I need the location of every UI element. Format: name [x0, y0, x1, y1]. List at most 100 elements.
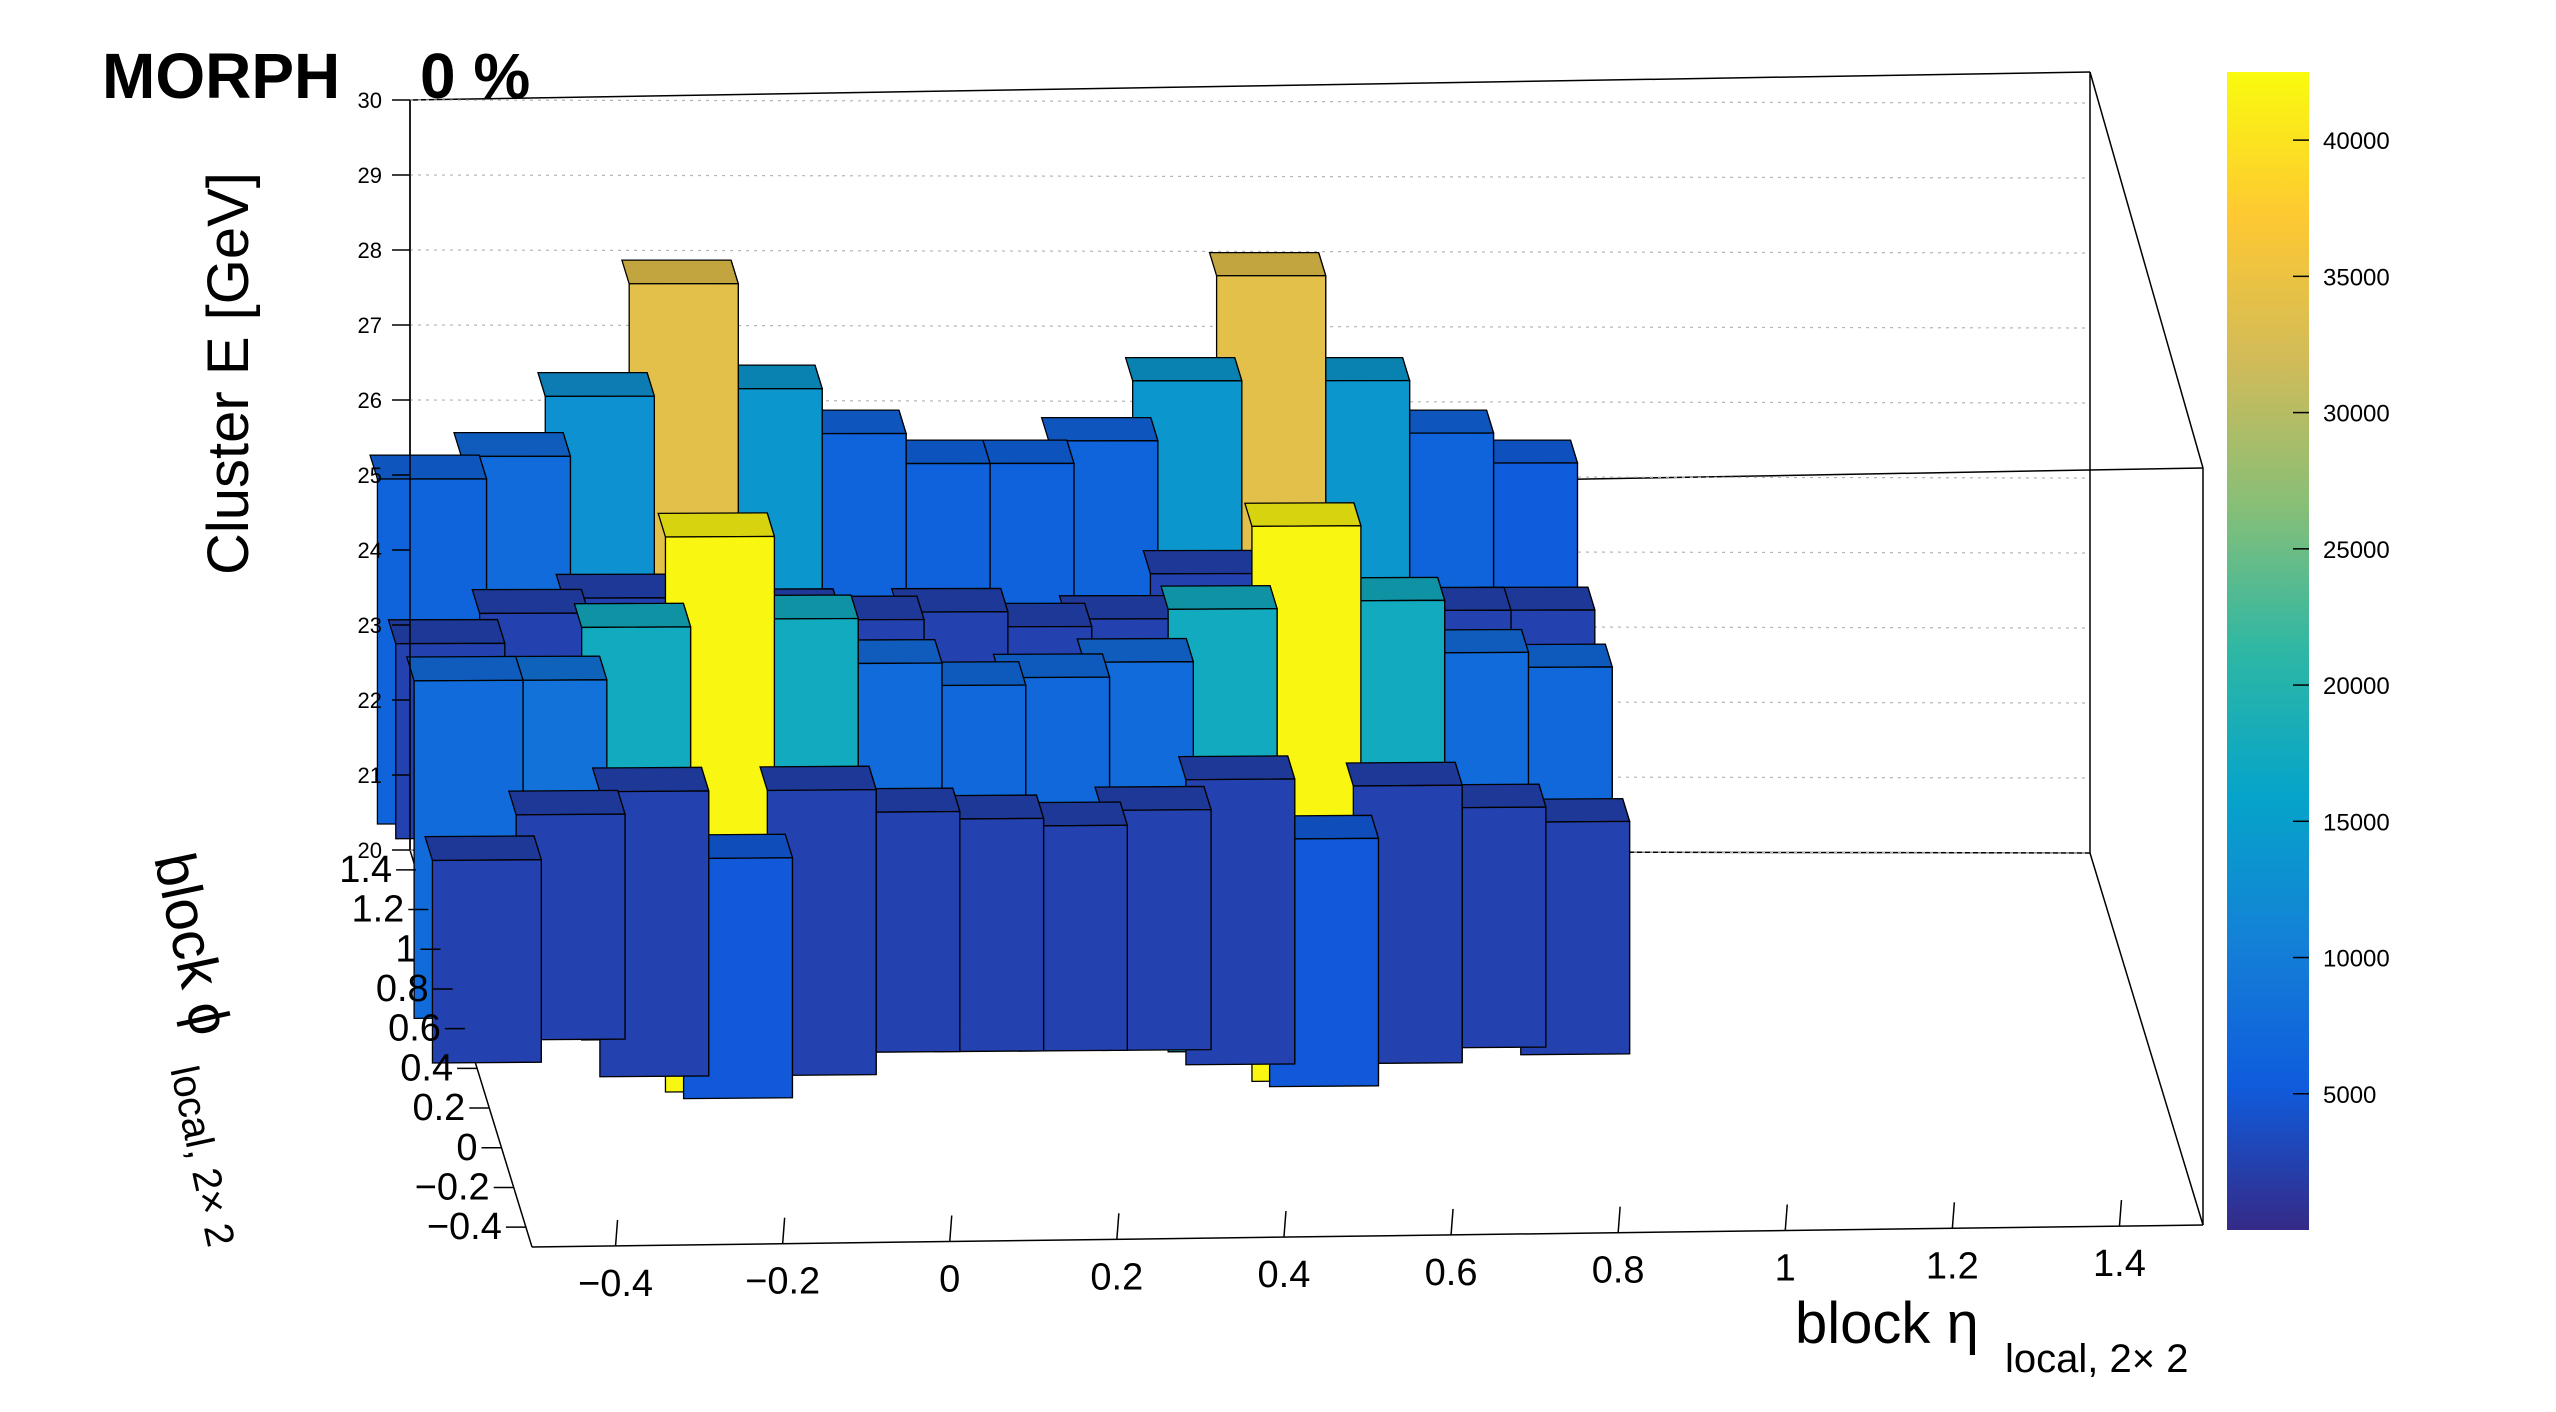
bar: [759, 765, 878, 1077]
y-axis: −0.4−0.200.20.40.60.811.21.4: [339, 849, 526, 1248]
z-tick-label: 24: [358, 538, 382, 563]
z-tick-label: 23: [358, 613, 382, 638]
bar-top: [424, 835, 543, 862]
x-tick-mark: [1450, 1208, 1454, 1235]
x-tick-label: 1: [1775, 1248, 1796, 1290]
colorbar: 5000 10000 15000 20000 25000 30000 35000 40000: [2227, 72, 2390, 1230]
bar: [1177, 755, 1296, 1066]
progress-label: 0 %: [420, 40, 530, 112]
x-tick-label: −0.2: [745, 1261, 820, 1303]
bar-top: [1124, 356, 1243, 382]
x-tick-label: 1.2: [1926, 1245, 1979, 1287]
bar-top: [387, 618, 506, 645]
bar-top: [1160, 584, 1278, 610]
x-tick-label: −0.4: [578, 1263, 653, 1305]
colorbar-gradient: [2227, 72, 2309, 1230]
bar-top: [471, 588, 590, 615]
z-tick-label: 20: [358, 838, 382, 863]
x-axis-label-sub: local, 2× 2: [2005, 1337, 2188, 1381]
bar-top: [759, 765, 878, 792]
x-tick-mark: [949, 1215, 953, 1242]
y-tick-label: 1: [395, 928, 416, 970]
x-tick-mark: [614, 1219, 619, 1246]
x-tick-label: 0.4: [1258, 1254, 1311, 1296]
frame-front-floor: [531, 1224, 2204, 1248]
z-gridline: [409, 99, 2091, 104]
x-tick-mark: [1617, 1206, 1621, 1233]
y-tick-label: 0.4: [400, 1047, 453, 1089]
bar-front: [431, 859, 542, 1064]
z-tick-label: 28: [358, 238, 382, 263]
bar: [507, 789, 626, 1041]
chart-title: MORPH: [102, 40, 340, 112]
z-gridline: [409, 249, 2091, 254]
y-tick-label: −0.2: [415, 1166, 490, 1208]
z-gridline: [409, 174, 2091, 179]
z-tick-label: 25: [358, 463, 382, 488]
y-tick-label: 1.2: [351, 889, 404, 931]
bar-top: [657, 512, 776, 538]
x-axis-label: block η: [1795, 1291, 1979, 1356]
z-tick-label: 22: [358, 688, 382, 713]
z-axis-label: Cluster E [GeV]: [196, 172, 261, 575]
bar-top: [405, 655, 524, 682]
bar-top: [507, 789, 626, 816]
bar-top: [591, 766, 710, 793]
x-tick-mark: [781, 1217, 786, 1244]
bars: [369, 251, 1631, 1100]
colorbar-tick-label: 5000: [2323, 1082, 2376, 1109]
x-tick-mark: [1283, 1211, 1287, 1238]
bar-top: [1243, 502, 1362, 528]
bar-top: [1040, 416, 1159, 442]
colorbar-tick-label: 10000: [2323, 946, 2390, 973]
bar-top: [1345, 761, 1464, 787]
y-tick-label: 0.2: [412, 1087, 465, 1129]
y-tick-label: 0: [456, 1127, 477, 1169]
bar-top: [1208, 251, 1327, 277]
bar: [1010, 801, 1129, 1052]
bar-top: [573, 602, 692, 629]
colorbar-tick-label: 30000: [2323, 401, 2390, 428]
bar: [591, 766, 710, 1078]
colorbar-tick-label: 35000: [2323, 264, 2390, 291]
y-tick-label: 0.8: [376, 968, 429, 1010]
y-axis-label-group: block ϕ local, 2× 2: [141, 847, 243, 1251]
x-tick-label: 0.8: [1592, 1250, 1645, 1292]
frame-right-top: [2089, 71, 2204, 469]
colorbar-tick-label: 20000: [2323, 673, 2390, 700]
z-tick-label: 26: [358, 388, 382, 413]
x-tick-label: 0.6: [1425, 1252, 1478, 1294]
z-tick-label: 30: [358, 88, 382, 113]
bar-top: [1142, 549, 1261, 575]
bar-top: [1177, 755, 1296, 781]
x-tick-mark: [1784, 1204, 1788, 1231]
x-tick-mark: [1116, 1213, 1120, 1240]
bar: [424, 835, 543, 1064]
frame-back-top: [409, 71, 2091, 101]
z-tick-label: 29: [358, 163, 382, 188]
x-tick-label: 1.4: [2093, 1243, 2146, 1285]
colorbar-tick-label: 15000: [2323, 809, 2390, 836]
z-axis: 20 21 22 23 24 25 26 27 28 29 30: [358, 88, 411, 863]
colorbar-tick-label: 25000: [2323, 537, 2390, 564]
y-tick-label: 0.6: [388, 1008, 441, 1050]
x-tick-label: 0.2: [1090, 1256, 1143, 1298]
x-axis-label-group: block η local, 2× 2: [1795, 1291, 2188, 1381]
z-tick-label: 21: [358, 763, 382, 788]
y-tick-label: −0.4: [427, 1206, 502, 1248]
y-tick-label: 1.4: [339, 849, 392, 891]
bar-top: [369, 454, 488, 480]
bar-top: [537, 371, 656, 398]
x-tick-label: 0: [939, 1259, 960, 1301]
x-axis: −0.4 −0.2 0 0.2 0.4 0.6 0.8 1 1.2 1.4: [578, 1200, 2146, 1305]
x-tick-mark: [1951, 1202, 1956, 1229]
y-axis-label-sub: local, 2× 2: [161, 1062, 242, 1251]
bar-top: [621, 259, 740, 285]
frame-right-bottom: [2089, 852, 2204, 1226]
z-tick-label: 27: [358, 313, 382, 338]
bar: [1345, 761, 1464, 1065]
y-axis-label: block ϕ: [141, 847, 243, 1040]
colorbar-tick-label: 40000: [2323, 128, 2390, 155]
x-tick-mark: [2118, 1200, 2123, 1227]
